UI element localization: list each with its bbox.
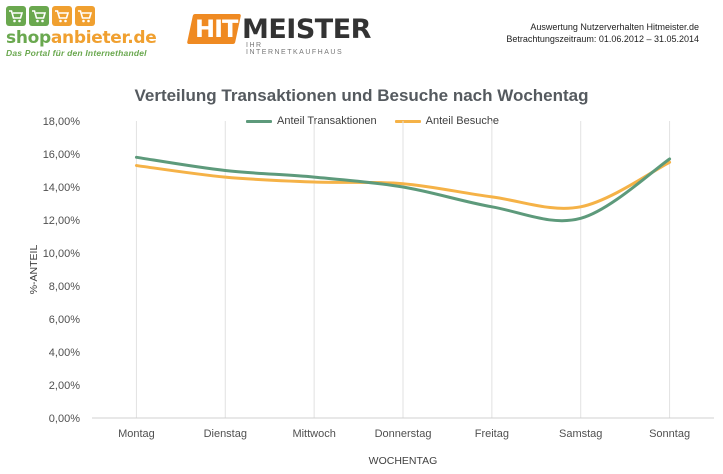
x-tick-label: Freitag xyxy=(475,428,509,440)
x-tick-label: Sonntag xyxy=(649,428,690,440)
y-tick-label: 18,00% xyxy=(43,116,81,128)
y-tick-label: 10,00% xyxy=(43,248,81,260)
legend-swatch-besuche xyxy=(394,119,421,123)
cart-icon xyxy=(29,6,49,26)
header: shopanbieter.de Das Portal für den Inter… xyxy=(0,0,723,75)
series-line-transaktionen xyxy=(134,155,672,223)
y-axis-title: %-ANTEIL xyxy=(28,245,40,295)
y-tick-label: 4,00% xyxy=(49,347,80,359)
legend-label-besuche: Anteil Besuche xyxy=(425,115,500,127)
report-info-line1: Auswertung Nutzerverhalten Hitmeister.de xyxy=(530,22,699,32)
legend-item-transaktionen: Anteil Transaktionen xyxy=(246,115,377,127)
x-tick-label: Dienstag xyxy=(204,428,247,440)
y-tick-label: 6,00% xyxy=(49,314,80,326)
y-tick-label: 16,00% xyxy=(43,149,81,161)
hitmeister-logo[interactable]: HIT MEISTER IHR INTERNETKAUFHAUS xyxy=(186,14,371,56)
cart-icon xyxy=(52,6,72,26)
x-tick-label: Donnerstag xyxy=(375,428,432,440)
y-tick-label: 8,00% xyxy=(49,281,80,293)
series-line-besuche xyxy=(134,160,672,210)
cart-icon xyxy=(6,6,26,26)
legend-label-transaktionen: Anteil Transaktionen xyxy=(277,115,377,127)
y-tick-label: 2,00% xyxy=(49,380,80,392)
cart-icons xyxy=(6,6,176,26)
report-info-line2: Betrachtungszeitraum: 01.06.2012 – 31.05… xyxy=(506,34,699,44)
legend-swatch-transaktionen xyxy=(246,119,272,123)
shop-tagline: Das Portal für den Internethandel xyxy=(6,48,147,58)
cart-icon xyxy=(75,6,95,26)
shopanbieter-logo[interactable]: shopanbieter.de Das Portal für den Inter… xyxy=(6,6,176,68)
x-axis-title: WOCHENTAG xyxy=(369,455,438,467)
y-tick-label: 12,00% xyxy=(43,215,81,227)
y-tick-label: 14,00% xyxy=(43,182,81,194)
hit-tagline: IHR INTERNETKAUFHAUS xyxy=(246,42,344,56)
y-tick-label: 0,00% xyxy=(49,413,80,425)
meister-text: MEISTER xyxy=(242,14,371,45)
hit-text: HIT xyxy=(195,15,238,43)
chart-legend: Anteil Transaktionen Anteil Besuche xyxy=(246,115,499,127)
x-tick-label: Mittwoch xyxy=(292,428,335,440)
report-info: Auswertung Nutzerverhalten Hitmeister.de… xyxy=(506,21,699,45)
x-tick-label: Samstag xyxy=(559,428,602,440)
chart-title: Verteilung Transaktionen und Besuche nac… xyxy=(134,86,589,105)
x-tick-label: Montag xyxy=(118,428,155,440)
legend-item-besuche: Anteil Besuche xyxy=(394,115,500,127)
shop-name: shopanbieter.de xyxy=(6,28,157,48)
